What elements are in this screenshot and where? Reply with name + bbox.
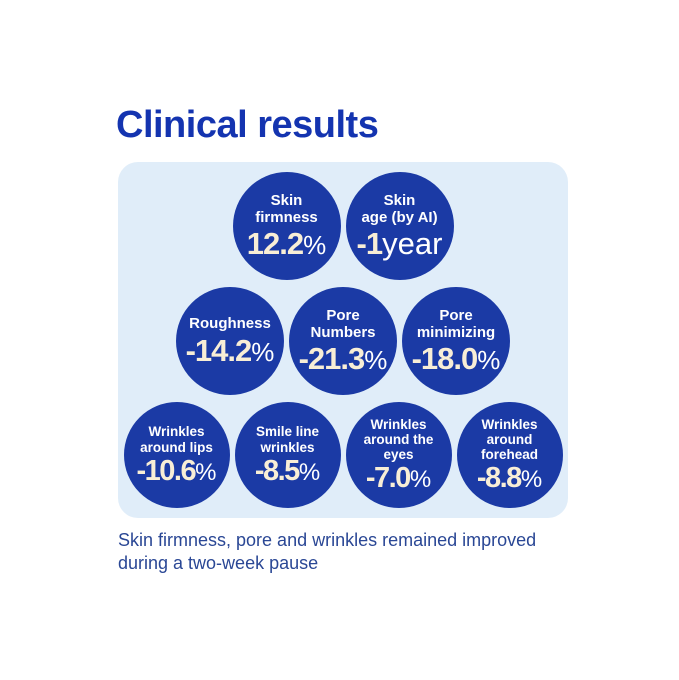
metric-circle-wrinkles-lips: Wrinkles around lips -10.6% [123, 402, 230, 508]
metric-circle-pore-minimizing: Pore minimizing -18.0% [402, 287, 510, 395]
metric-label: Skin age (by AI) [361, 191, 438, 226]
metric-circle-skin-age: Skin age (by AI) -1year [345, 172, 454, 280]
metric-unit: year [382, 226, 443, 262]
metric-unit: % [477, 345, 501, 376]
metric-label: Skin firmness [255, 191, 318, 226]
metric-unit: % [520, 466, 543, 494]
metric-value: -18.0% [412, 343, 501, 374]
metric-circle-wrinkles-forehead: Wrinkles around forehead -8.8% [456, 402, 563, 508]
page-title: Clinical results [116, 104, 379, 146]
metric-unit: % [298, 458, 321, 486]
metric-unit: % [303, 230, 327, 261]
metric-value: -8.8% [477, 464, 542, 493]
metric-number: -21.3 [298, 341, 366, 377]
metric-value: -10.6% [136, 454, 217, 487]
metric-value: -8.5% [254, 454, 321, 487]
metric-value: -21.3% [299, 343, 388, 374]
metric-label: Wrinkles around lips [140, 424, 213, 455]
metric-unit: % [251, 336, 275, 367]
circle-row-3: Wrinkles around lips -10.6% Smile line w… [123, 402, 563, 508]
metric-number: -10.6 [136, 454, 197, 487]
metric-circle-pore-numbers: Pore Numbers -21.3% [289, 287, 397, 395]
metric-number: -8.5 [254, 454, 300, 487]
metric-number: -18.0 [411, 341, 479, 377]
metric-number: -7.0 [365, 462, 411, 495]
metric-number: -8.8 [476, 462, 522, 495]
metric-value: -1year [357, 228, 443, 259]
metric-label: Wrinkles around forehead [480, 416, 538, 463]
metric-label: Wrinkles around the eyes [363, 416, 434, 463]
metric-circle-smile-line: Smile line wrinkles -8.5% [234, 402, 341, 508]
metric-value: -7.0% [366, 464, 431, 493]
metric-number: 12.2 [246, 226, 304, 262]
circle-row-2: Roughness -14.2% Pore Numbers -21.3% Por… [176, 287, 510, 395]
metric-value: -14.2% [186, 335, 275, 366]
metric-circle-roughness: Roughness -14.2% [176, 287, 284, 395]
footnote: Skin firmness, pore and wrinkles remaine… [118, 530, 537, 574]
metric-circle-wrinkles-eyes: Wrinkles around the eyes -7.0% [345, 402, 452, 508]
metric-number: -1 [356, 226, 384, 262]
metric-unit: % [409, 466, 432, 494]
metric-value: 12.2% [247, 228, 326, 259]
metric-unit: % [364, 345, 388, 376]
metric-number: -14.2 [185, 332, 253, 368]
metric-label: Pore minimizing [416, 306, 496, 341]
metric-label: Pore Numbers [310, 306, 376, 341]
metric-label: Smile line wrinkles [255, 424, 320, 455]
circle-row-1: Skin firmness 12.2% Skin age (by AI) -1y… [232, 172, 454, 280]
metric-circle-skin-firmness: Skin firmness 12.2% [232, 172, 341, 280]
metric-label: Roughness [189, 315, 271, 333]
results-panel: Skin firmness 12.2% Skin age (by AI) -1y… [118, 162, 568, 518]
metric-unit: % [195, 458, 217, 486]
